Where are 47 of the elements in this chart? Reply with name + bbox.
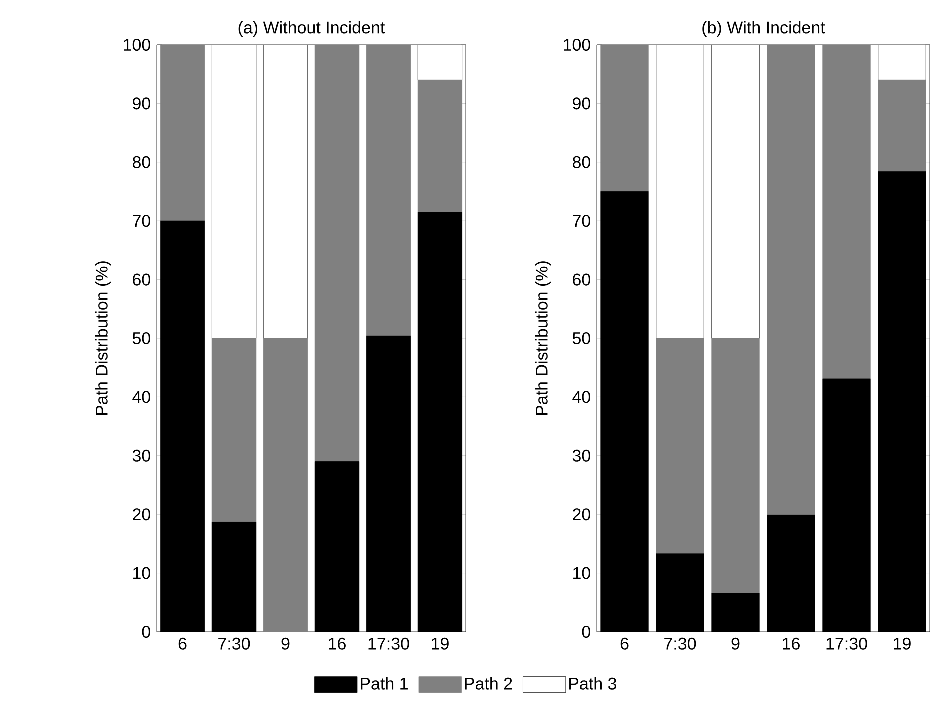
y-tick-label: 90 [573,98,590,110]
chart-title: (b) With Incident [702,21,826,38]
y-tick-label: 0 [142,626,150,638]
y-tick-label: 70 [573,215,590,228]
legend-label: Path 2 [465,677,512,690]
y-tick-label: 10 [134,567,150,580]
y-tick-label: 100 [564,38,590,52]
legend-label: Path 1 [361,677,408,690]
x-tick-label: 17:30 [826,638,868,650]
y-tick-label: 50 [132,332,150,345]
x-tick-label: 19 [432,638,449,650]
y-tick-label: 80 [572,156,590,168]
y-axis-title: Path Distribution (%) [95,262,112,416]
y-tick-label: 90 [133,98,150,110]
y-tick-label: 100 [124,38,150,52]
x-tick-label: 16 [783,638,800,650]
y-tick-label: 50 [572,332,590,345]
y-tick-label: 0 [582,626,590,638]
bar [822,44,871,380]
chart-title: (a) Without Incident [238,21,386,38]
bar [212,338,257,522]
y-tick-label: 20 [133,508,150,521]
y-axis-title: Path Distribution (%) [535,262,552,416]
x-tick-label: 17:30 [368,638,410,650]
bar [878,80,926,172]
y-tick-label: 30 [132,450,150,462]
y-tick-label: 60 [133,274,150,286]
y-tick-label: 10 [574,567,590,580]
bar [656,338,704,554]
x-tick-label: 16 [329,638,346,650]
x-tick-label: 6 [178,638,187,650]
x-tick-label: 9 [732,638,740,650]
bar [767,44,816,516]
x-tick-label: 7:30 [218,638,250,650]
bar [712,338,760,594]
y-tick-label: 20 [573,508,590,521]
y-tick-label: 80 [132,156,150,168]
y-tick-label: 70 [133,215,150,228]
y-tick-label: 40 [572,391,590,404]
y-tick-label: 30 [572,450,590,462]
x-tick-label: 9 [282,638,290,650]
x-tick-label: 7:30 [664,638,696,650]
x-tick-label: 19 [894,638,911,650]
y-tick-label: 60 [573,274,590,286]
x-tick-label: 6 [620,638,629,650]
y-tick-label: 40 [132,391,150,404]
legend-label: Path 3 [570,677,617,690]
